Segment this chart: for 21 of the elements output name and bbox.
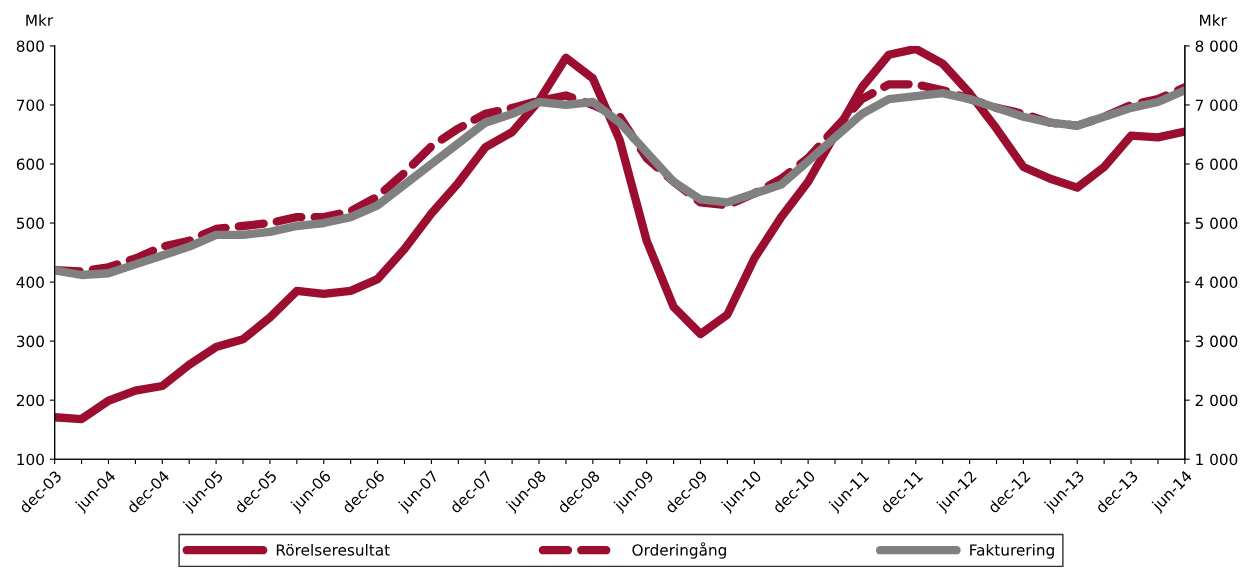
- y-tick-label: 100: [17, 453, 44, 466]
- y2-tick-label: 3 000: [1195, 335, 1238, 348]
- y2-tick-label: 8 000: [1195, 40, 1238, 52]
- y2-tick-label: 1 000: [1196, 453, 1238, 466]
- y2-axis-title: Mkr: [1200, 14, 1227, 26]
- y-tick-label: 700: [17, 99, 44, 111]
- y-tick-label: 300: [16, 335, 44, 348]
- y2-tick-label: 6 000: [1195, 158, 1238, 171]
- y-tick-label: 500: [16, 217, 44, 230]
- y2-tick-label: 5 000: [1195, 217, 1238, 230]
- y2-tick-label: 7 000: [1195, 99, 1238, 111]
- y-axis-title: Mkr: [26, 14, 54, 26]
- legend-label: Rörelseresultat: [276, 543, 390, 556]
- legend-label: Orderingång: [632, 542, 726, 559]
- y-tick-label: 600: [16, 158, 44, 171]
- y2-tick-label: 2 000: [1195, 394, 1238, 407]
- legend-label: Fakturering: [970, 543, 1054, 559]
- y-tick-label: 200: [16, 394, 44, 407]
- y2-tick-label: 4 000: [1195, 276, 1238, 289]
- y-tick-label: 800: [16, 40, 44, 52]
- y-tick-label: 400: [16, 276, 44, 289]
